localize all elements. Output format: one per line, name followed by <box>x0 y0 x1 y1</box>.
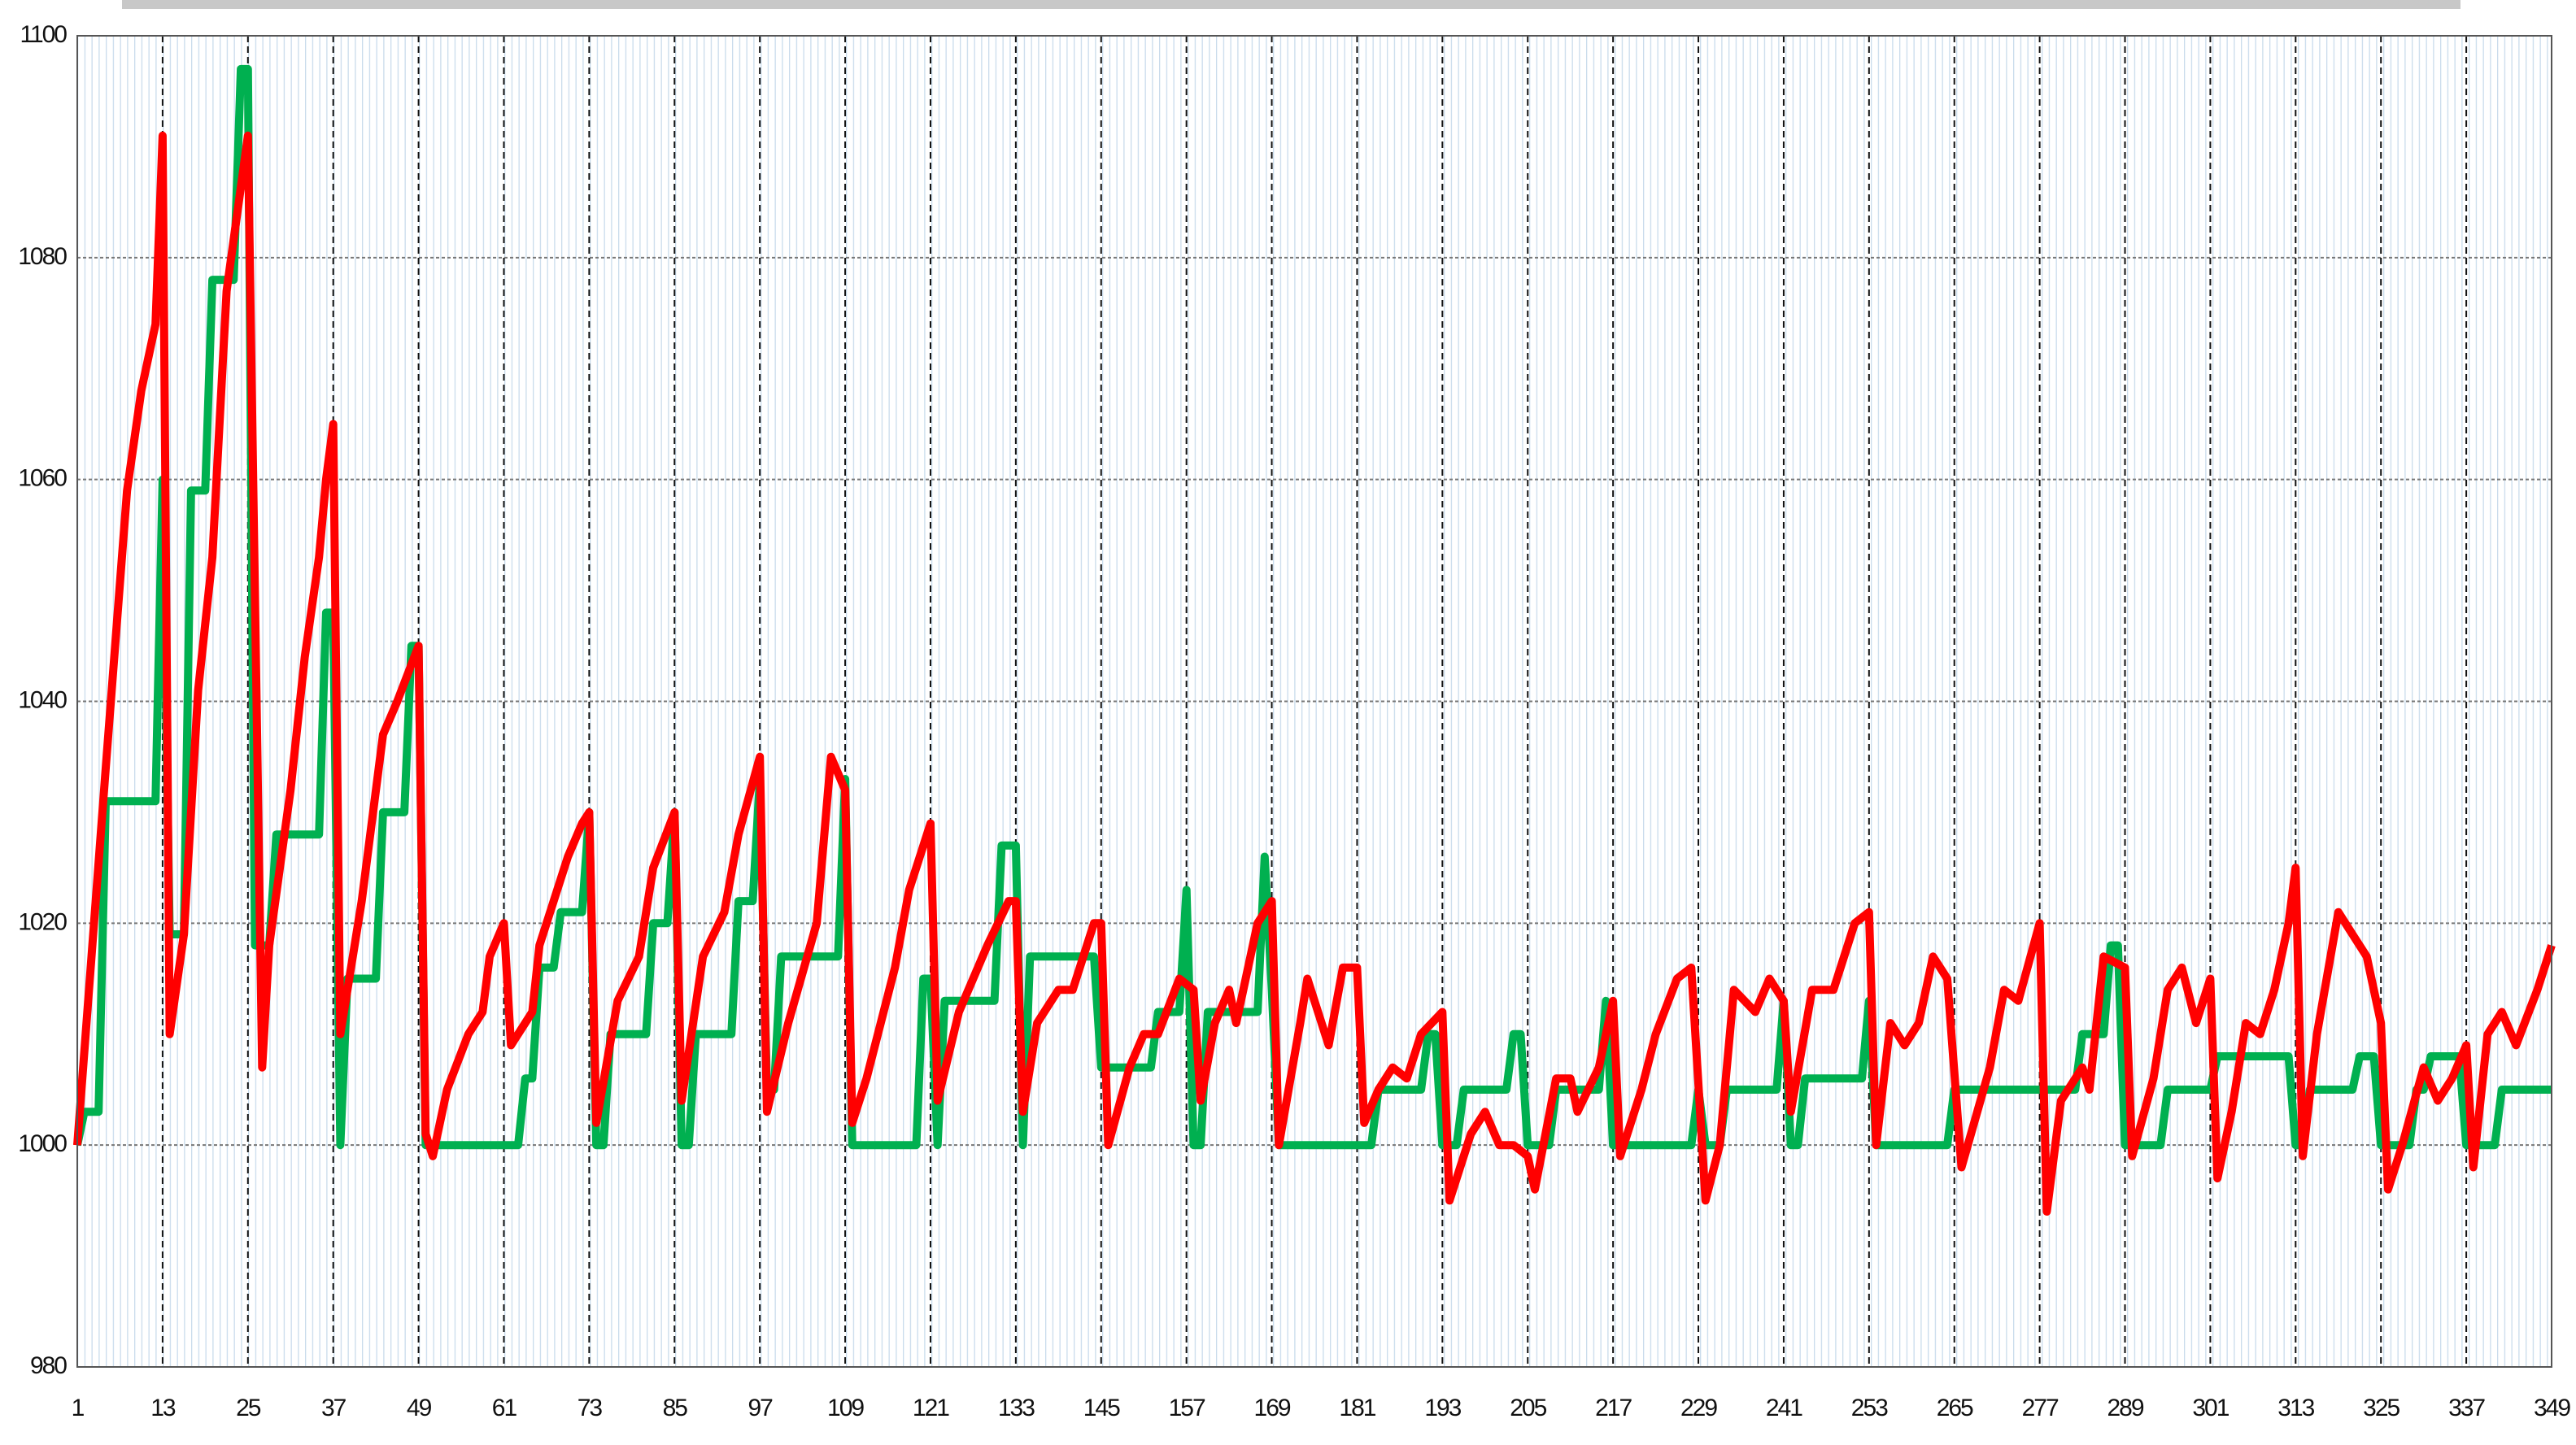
plot-border <box>76 35 2552 1368</box>
x-tick-label: 205 <box>1510 1395 1546 1421</box>
x-tick-label: 157 <box>1169 1395 1205 1421</box>
x-tick-label: 25 <box>236 1395 261 1421</box>
x-tick-label: 97 <box>748 1395 773 1421</box>
x-tick-label: 37 <box>321 1395 347 1421</box>
x-tick-label: 121 <box>913 1395 949 1421</box>
x-tick-label: 241 <box>1766 1395 1802 1421</box>
x-tick-label: 337 <box>2448 1395 2485 1421</box>
x-tick-label: 229 <box>1680 1395 1717 1421</box>
x-tick-label: 61 <box>492 1395 517 1421</box>
x-tick-label: 193 <box>1424 1395 1461 1421</box>
x-tick-label: 217 <box>1595 1395 1632 1421</box>
scroll-bar <box>122 0 2460 9</box>
x-tick-label: 253 <box>1851 1395 1888 1421</box>
y-tick-label: 1020 <box>18 908 67 935</box>
x-tick-label: 145 <box>1083 1395 1120 1421</box>
x-tick-label: 169 <box>1254 1395 1291 1421</box>
x-tick-label: 289 <box>2107 1395 2143 1421</box>
x-tick-label: 109 <box>827 1395 864 1421</box>
series-line <box>73 64 2552 1150</box>
x-tick-label: 349 <box>2534 1395 2570 1421</box>
x-tick-label: 265 <box>1937 1395 1973 1421</box>
y-tick-label: 1000 <box>18 1130 67 1157</box>
y-tick-label: 980 <box>30 1352 67 1379</box>
y-tick-label: 1040 <box>18 686 67 713</box>
series-line <box>73 131 2556 1216</box>
lines <box>73 64 2556 1216</box>
y-tick-label: 1060 <box>18 465 67 492</box>
y-tick-label: 1080 <box>18 243 67 270</box>
labels: 980 1000 1020 1040 1060 1080 1100 1 13 25 37 49 61 73… <box>18 21 2572 1421</box>
x-tick-label: 313 <box>2277 1395 2314 1421</box>
x-tick-label: 13 <box>150 1395 176 1421</box>
x-tick-label: 49 <box>407 1395 432 1421</box>
x-tick-label: 277 <box>2022 1395 2059 1421</box>
x-tick-label: 85 <box>663 1395 688 1421</box>
x-tick-label: 181 <box>1339 1395 1375 1421</box>
x-tick-label: 1 <box>72 1395 85 1421</box>
y-tick-label: 1100 <box>20 21 67 48</box>
x-tick-label: 73 <box>578 1395 603 1421</box>
x-tick-label: 301 <box>2192 1395 2229 1421</box>
x-tick-label: 133 <box>998 1395 1035 1421</box>
x-tick-label: 325 <box>2363 1395 2399 1421</box>
